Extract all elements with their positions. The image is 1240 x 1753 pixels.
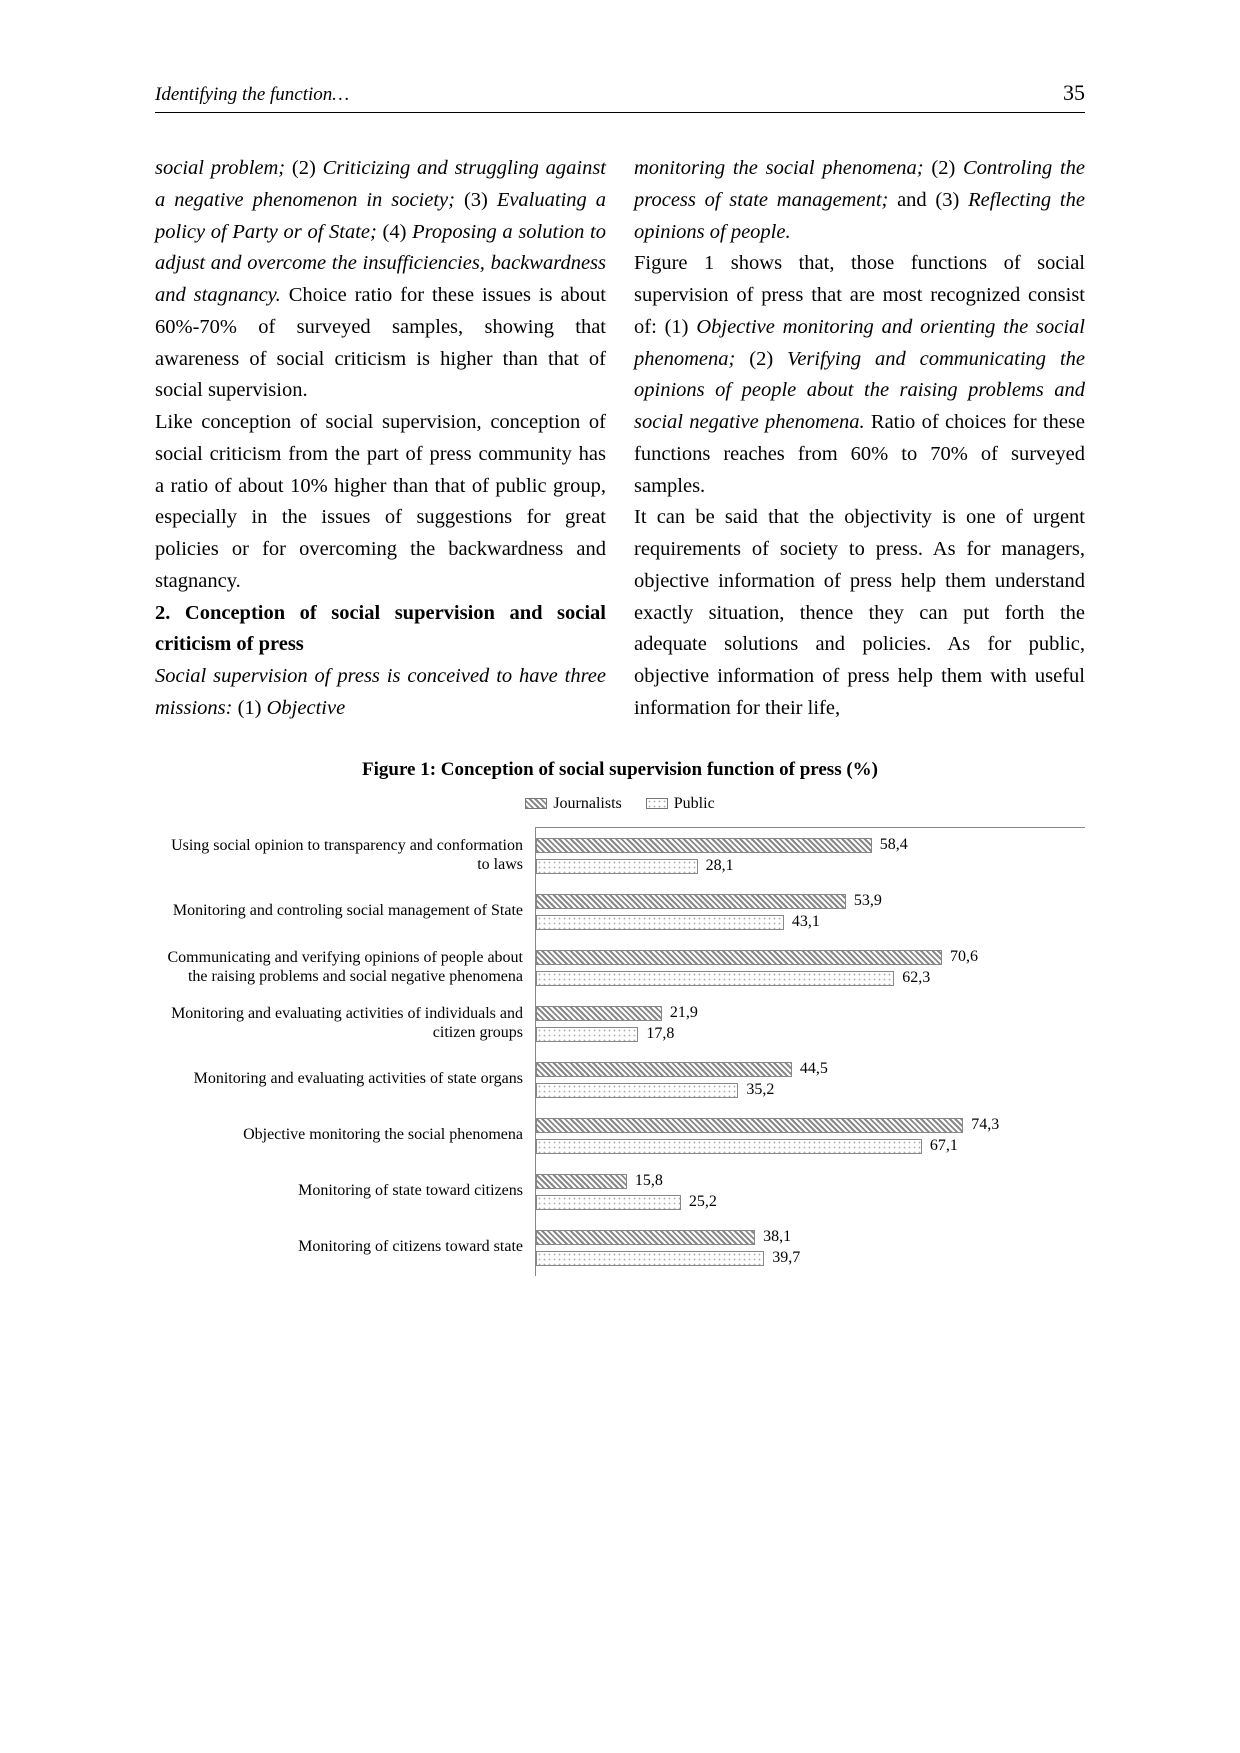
text-span: (3) <box>455 189 497 211</box>
chart-category-labels: Using social opinion to transparency and… <box>155 827 535 1276</box>
journalists-bar-group: 38,1 <box>536 1228 1085 1246</box>
left-para-1: social problem; (2) Criticizing and stru… <box>155 153 606 407</box>
journalists-bar-value: 58,4 <box>880 836 908 854</box>
journalists-bar-group: 53,9 <box>536 892 1085 910</box>
chart-bar-row: 44,5 35,2 <box>536 1052 1085 1108</box>
text-span: (1) <box>232 697 266 719</box>
journalists-bar-group: 70,6 <box>536 948 1085 966</box>
journalists-bar <box>536 1006 662 1021</box>
text-span: Social supervision of press is conceived… <box>155 665 606 719</box>
chart-bar-row: 21,9 17,8 <box>536 996 1085 1052</box>
chart-bar-row: 70,6 62,3 <box>536 940 1085 996</box>
legend-journalists-label: Journalists <box>553 795 621 813</box>
chart-category-label: Monitoring of state toward citizens <box>155 1163 523 1219</box>
journalists-bar-group: 58,4 <box>536 836 1085 854</box>
journalists-bar-group: 44,5 <box>536 1060 1085 1078</box>
public-bar-group: 39,7 <box>536 1249 1085 1267</box>
journalists-bar <box>536 894 846 909</box>
public-swatch-icon <box>646 798 668 809</box>
right-para-1: monitoring the social phenomena; (2) Con… <box>634 153 1085 248</box>
chart-category-label: Using social opinion to transparency and… <box>155 827 523 883</box>
chart-category-label: Monitoring and evaluating activities of … <box>155 1051 523 1107</box>
figure-1-chart: Using social opinion to transparency and… <box>155 827 1085 1276</box>
legend-public-label: Public <box>674 795 715 813</box>
text-span: Objective <box>267 697 346 719</box>
column-right: monitoring the social phenomena; (2) Con… <box>634 153 1085 725</box>
journalists-bar-value: 21,9 <box>670 1004 698 1022</box>
public-bar <box>536 1195 681 1210</box>
public-bar-group: 28,1 <box>536 857 1085 875</box>
public-bar <box>536 1027 638 1042</box>
journalists-bar-group: 74,3 <box>536 1116 1085 1134</box>
public-bar-value: 25,2 <box>689 1193 717 1211</box>
journalists-bar-value: 15,8 <box>635 1172 663 1190</box>
text-span: monitoring the social phenomena; <box>634 157 924 179</box>
chart-category-label: Monitoring of citizens toward state <box>155 1219 523 1275</box>
public-bar <box>536 915 784 930</box>
journalists-bar-value: 38,1 <box>763 1228 791 1246</box>
public-bar <box>536 1139 922 1154</box>
text-span: and (3) <box>888 189 968 211</box>
body-columns: social problem; (2) Criticizing and stru… <box>155 153 1085 725</box>
chart-category-label: Monitoring and evaluating activities of … <box>155 995 523 1051</box>
legend-public: Public <box>646 795 715 813</box>
chart-bar-row: 15,8 25,2 <box>536 1164 1085 1220</box>
public-bar <box>536 859 698 874</box>
figure-title: Figure 1: Conception of social supervisi… <box>155 759 1085 781</box>
section-heading: 2. Conception of social supervision and … <box>155 598 606 662</box>
text-span: (2) <box>735 348 787 370</box>
public-bar-value: 28,1 <box>706 857 734 875</box>
public-bar <box>536 971 894 986</box>
public-bar-group: 62,3 <box>536 969 1085 987</box>
journalists-bar <box>536 1062 792 1077</box>
right-para-2: Figure 1 shows that, those functions of … <box>634 248 1085 502</box>
running-title: Identifying the function… <box>155 84 349 106</box>
left-para-2: Like conception of social supervision, c… <box>155 407 606 598</box>
public-bar-value: 62,3 <box>902 969 930 987</box>
text-span: (2) <box>924 157 963 179</box>
public-bar-value: 67,1 <box>930 1137 958 1155</box>
text-span: (2) <box>285 157 322 179</box>
journalists-bar <box>536 1118 963 1133</box>
public-bar-value: 35,2 <box>746 1081 774 1099</box>
chart-category-label: Monitoring and controling social managem… <box>155 883 523 939</box>
text-span: social problem; <box>155 157 285 179</box>
public-bar-group: 35,2 <box>536 1081 1085 1099</box>
public-bar-value: 43,1 <box>792 913 820 931</box>
page-number: 35 <box>1063 80 1085 106</box>
journalists-bar-value: 53,9 <box>854 892 882 910</box>
public-bar-group: 67,1 <box>536 1137 1085 1155</box>
chart-legend: Journalists Public <box>155 795 1085 813</box>
chart-bar-row: 38,1 39,7 <box>536 1220 1085 1276</box>
journalists-swatch-icon <box>525 798 547 809</box>
legend-journalists: Journalists <box>525 795 621 813</box>
journalists-bar-value: 70,6 <box>950 948 978 966</box>
journalists-bar <box>536 1230 755 1245</box>
public-bar-value: 39,7 <box>772 1249 800 1267</box>
right-para-3: It can be said that the objectivity is o… <box>634 502 1085 724</box>
public-bar <box>536 1083 738 1098</box>
chart-category-label: Communicating and verifying opinions of … <box>155 939 523 995</box>
page-header: Identifying the function… 35 <box>155 80 1085 113</box>
text-span: (4) <box>377 221 412 243</box>
column-left: social problem; (2) Criticizing and stru… <box>155 153 606 725</box>
public-bar-group: 25,2 <box>536 1193 1085 1211</box>
journalists-bar-group: 15,8 <box>536 1172 1085 1190</box>
public-bar <box>536 1251 764 1266</box>
journalists-bar <box>536 838 872 853</box>
public-bar-group: 17,8 <box>536 1025 1085 1043</box>
journalists-bar <box>536 950 942 965</box>
public-bar-value: 17,8 <box>646 1025 674 1043</box>
journalists-bar-value: 74,3 <box>971 1116 999 1134</box>
journalists-bar <box>536 1174 627 1189</box>
journalists-bar-value: 44,5 <box>800 1060 828 1078</box>
chart-bars-area: 58,4 28,1 53,9 43,1 70,6 62,3 21,9 17,8 44,5 35,2… <box>535 827 1085 1276</box>
journalists-bar-group: 21,9 <box>536 1004 1085 1022</box>
chart-bar-row: 74,3 67,1 <box>536 1108 1085 1164</box>
chart-bar-row: 53,9 43,1 <box>536 884 1085 940</box>
chart-category-label: Objective monitoring the social phenomen… <box>155 1107 523 1163</box>
left-para-3: Social supervision of press is conceived… <box>155 661 606 725</box>
public-bar-group: 43,1 <box>536 913 1085 931</box>
chart-bar-row: 58,4 28,1 <box>536 828 1085 884</box>
